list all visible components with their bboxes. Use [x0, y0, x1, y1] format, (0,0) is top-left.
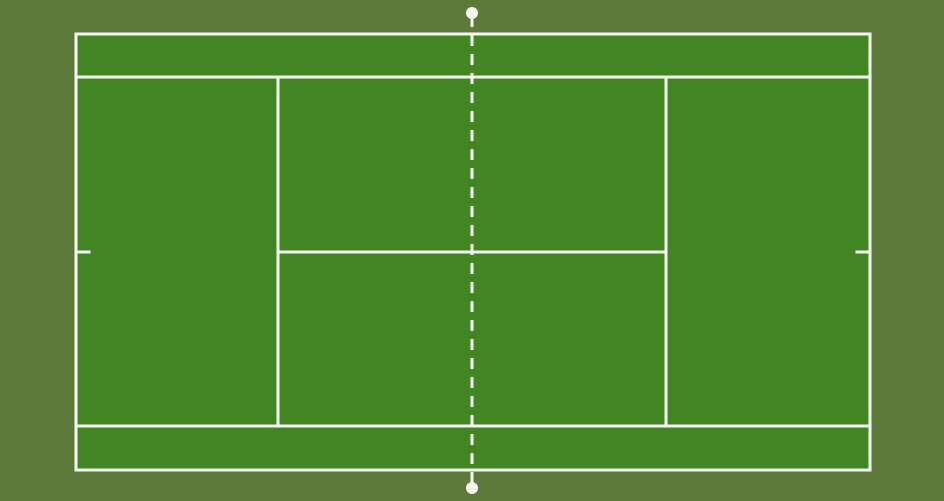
- bottom-net-post: [466, 482, 478, 494]
- top-net-post: [466, 7, 478, 19]
